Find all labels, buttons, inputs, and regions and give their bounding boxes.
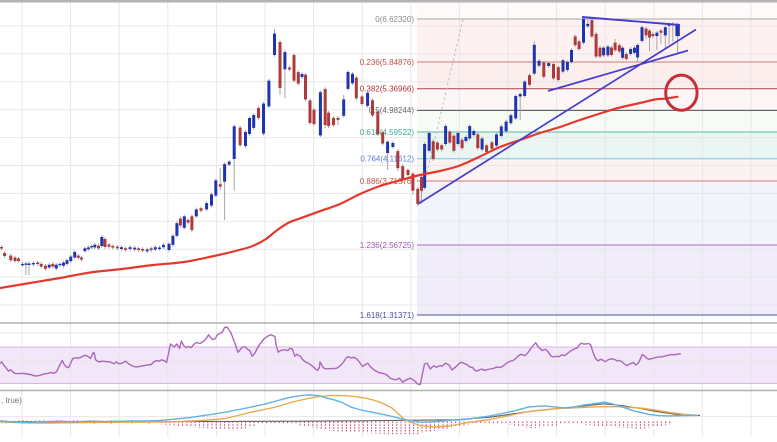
svg-text:0(6.62320): 0(6.62320) [375,15,414,24]
svg-text:0.236(5.84876): 0.236(5.84876) [360,58,415,67]
svg-text:0.382(5.36966): 0.382(5.36966) [360,85,415,94]
svg-text:0.618(4.59522): 0.618(4.59522) [360,128,415,137]
svg-text:0.5(4.98244): 0.5(4.98244) [369,106,415,115]
svg-text:1.236(2.56725): 1.236(2.56725) [360,241,415,250]
svg-text:0.886(3.71576): 0.886(3.71576) [360,177,415,186]
svg-text:, true): , true) [1,396,22,405]
svg-text:1.618(1.31371): 1.618(1.31371) [360,311,415,320]
